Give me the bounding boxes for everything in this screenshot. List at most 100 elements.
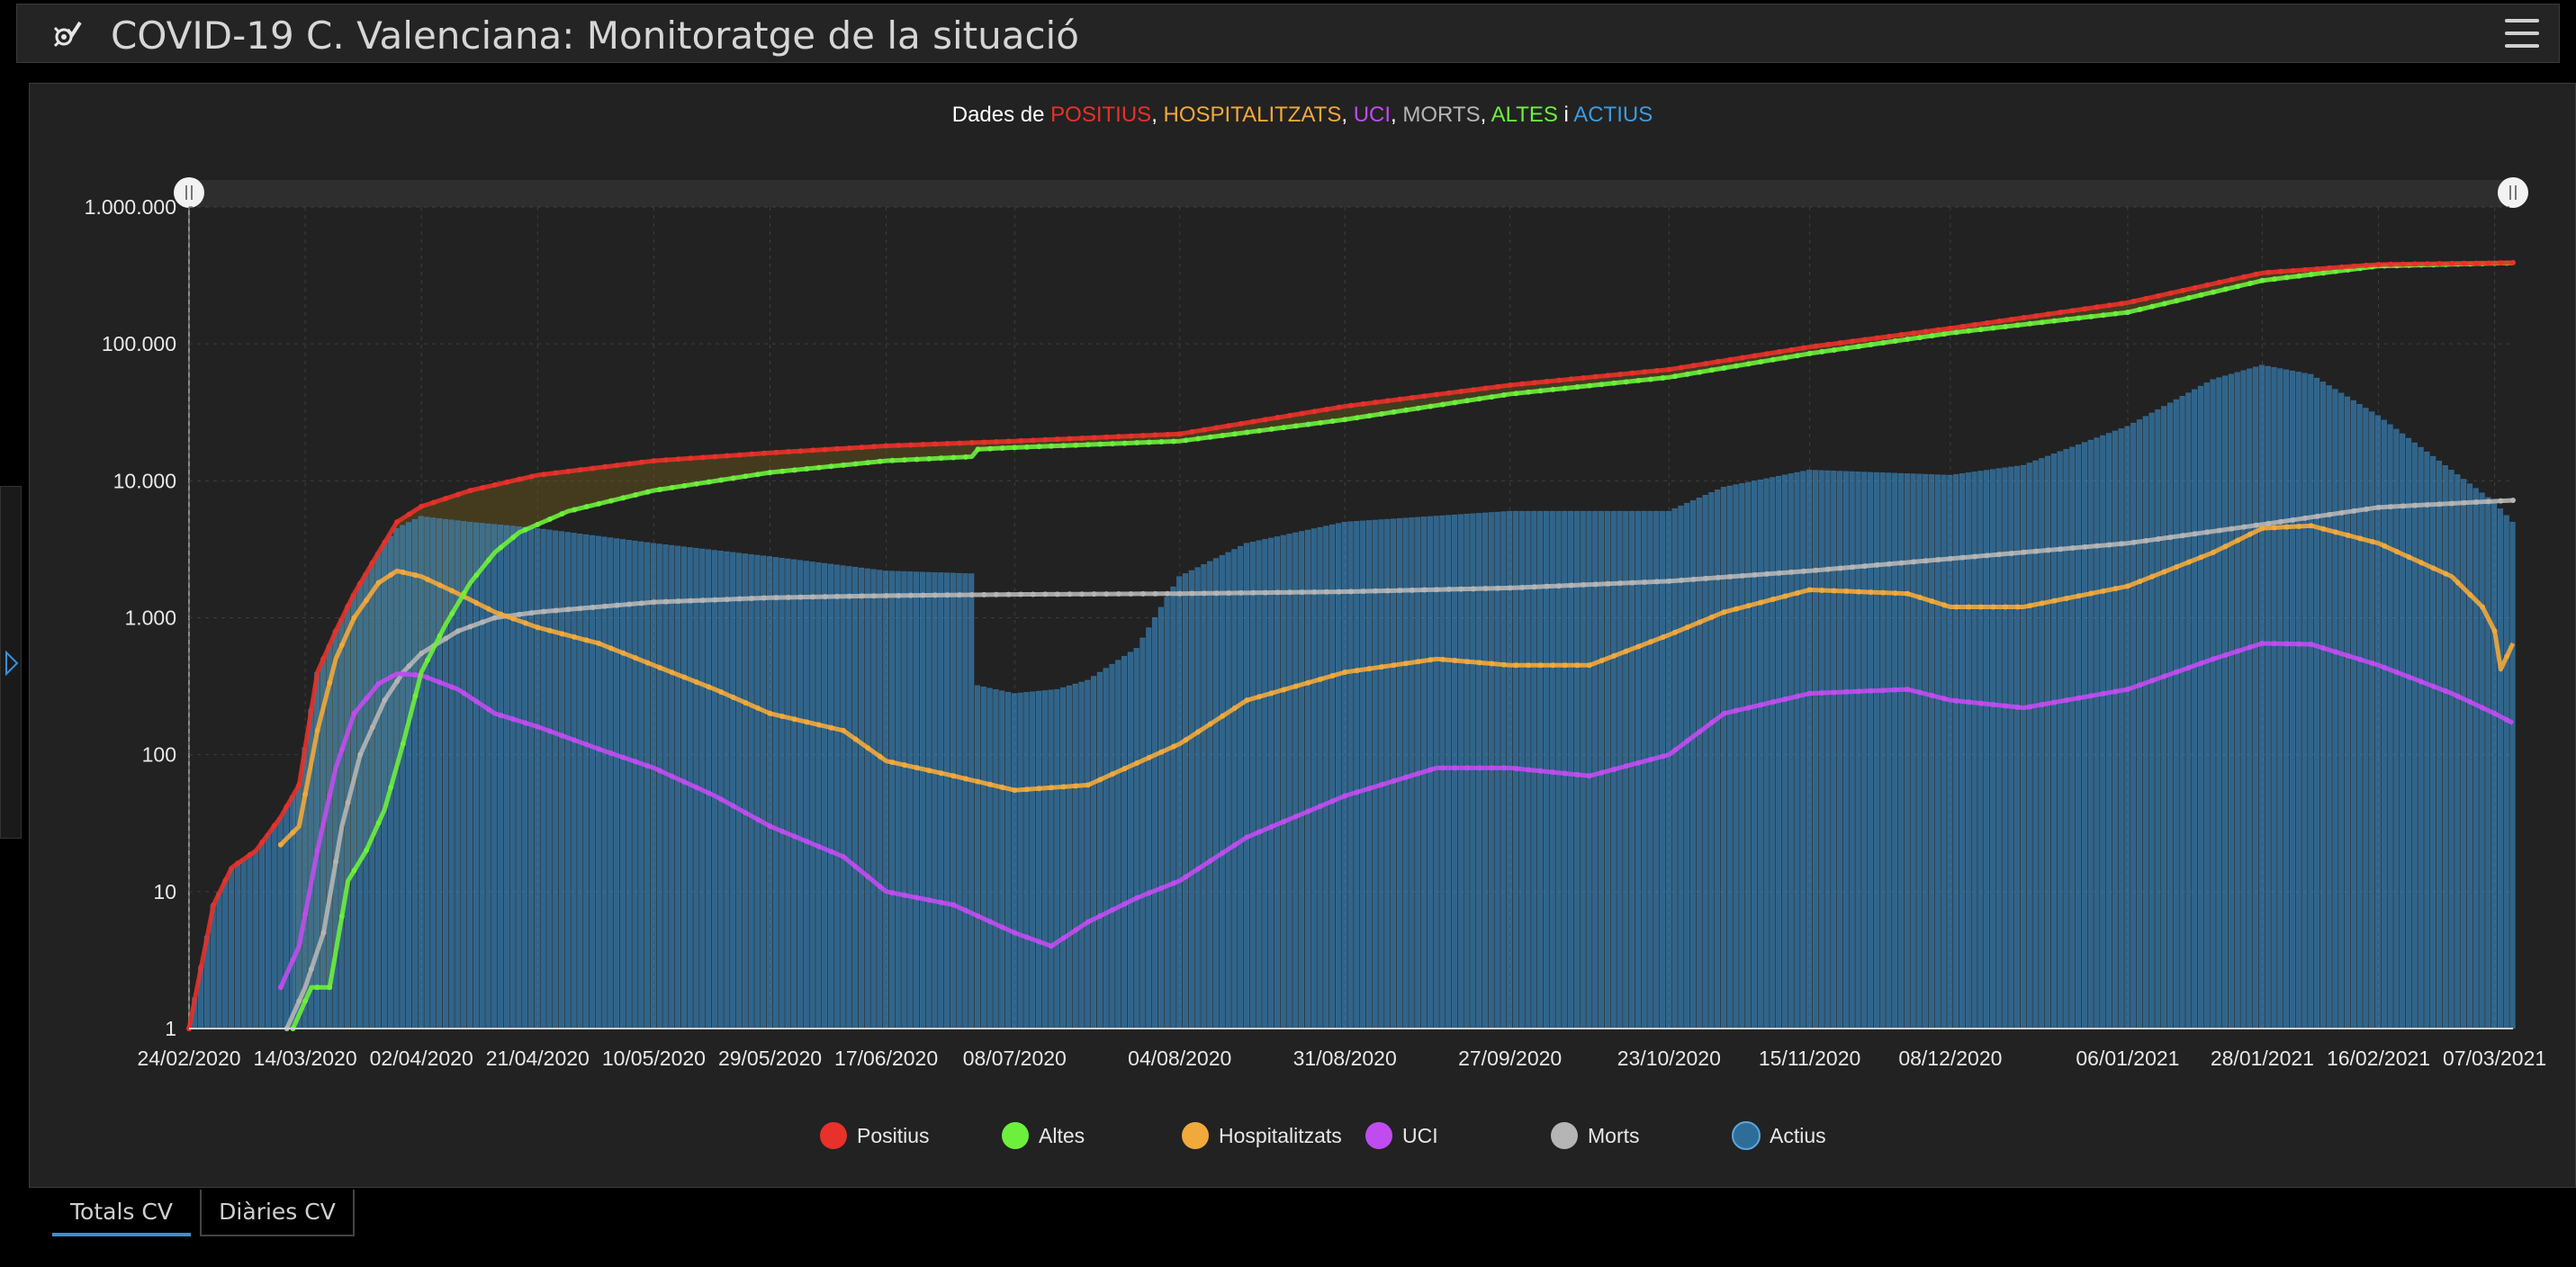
legend-label-altes[interactable]: Altes: [1039, 1124, 1085, 1147]
series-point: [2174, 669, 2180, 675]
legend-label-hospitalitzats[interactable]: Hospitalitzats: [1219, 1124, 1342, 1147]
actius-bar: [247, 854, 253, 1029]
actius-bar: [277, 816, 284, 1029]
actius-bar: [1335, 523, 1342, 1029]
actius-bar: [1188, 570, 1194, 1029]
actius-bar: [2069, 446, 2076, 1029]
series-point: [1941, 696, 1948, 702]
actius-bar: [1096, 671, 1103, 1029]
actius-bar: [1139, 637, 1146, 1029]
series-point: [626, 461, 633, 467]
actius-bar: [1628, 510, 1635, 1029]
series-point: [730, 475, 736, 481]
hamburger-menu-icon[interactable]: [2505, 17, 2539, 49]
series-point: [2021, 549, 2027, 555]
series-point: [901, 892, 907, 898]
series-point: [2461, 260, 2467, 266]
actius-bar: [968, 573, 975, 1029]
series-point: [2106, 302, 2112, 309]
series-point: [699, 454, 706, 461]
series-point: [1727, 573, 1734, 580]
series-point: [553, 607, 559, 614]
series-point: [699, 598, 706, 604]
series-point: [1959, 554, 1966, 561]
series-point: [724, 597, 730, 603]
series-point: [828, 463, 834, 470]
actius-bar: [258, 841, 266, 1029]
series-point: [1311, 589, 1318, 595]
series-point: [2491, 628, 2498, 634]
series-point: [706, 790, 712, 796]
series-point: [1030, 437, 1036, 444]
actius-bar: [1824, 470, 1831, 1029]
series-point: [577, 606, 583, 612]
series-point: [1690, 363, 1697, 369]
tab-totals-cv[interactable]: Totals CV: [52, 1190, 191, 1236]
series-point: [981, 591, 987, 598]
x-tick-label: 06/01/2021: [2076, 1047, 2179, 1070]
series-point: [345, 603, 351, 609]
legend-label-morts[interactable]: Morts: [1588, 1124, 1640, 1147]
series-point: [975, 913, 981, 920]
series-point: [2283, 641, 2290, 647]
series-point: [2320, 645, 2327, 651]
actius-bar: [907, 571, 914, 1029]
series-point: [2198, 660, 2204, 667]
series-point: [2124, 583, 2130, 589]
series-point: [1073, 442, 1079, 448]
series-point: [1262, 589, 1268, 596]
series-point: [1274, 589, 1281, 596]
series-point: [1868, 687, 1874, 694]
series-point: [651, 458, 657, 464]
series-point: [773, 449, 779, 455]
series-point: [614, 602, 620, 608]
y-tick-label: 1.000: [124, 607, 176, 630]
tab-diaries-cv[interactable]: Diàries CV: [200, 1190, 355, 1236]
series-point: [1354, 415, 1360, 421]
series-point: [2185, 664, 2192, 670]
actius-bar: [2387, 424, 2393, 1029]
actius-bar: [724, 551, 730, 1029]
series-point: [2100, 588, 2106, 594]
series-point: [2498, 260, 2504, 266]
series-point: [2137, 579, 2143, 585]
series-point: [2094, 543, 2100, 549]
title-part: ,: [1391, 103, 1402, 127]
actius-bar: [2405, 437, 2412, 1029]
actius-bar: [2265, 365, 2271, 1029]
series-point: [926, 897, 932, 903]
actius-bar: [1928, 474, 1935, 1029]
series-point: [1415, 770, 1421, 777]
series-point: [1060, 935, 1067, 941]
series-point: [932, 592, 938, 598]
actius-bar: [497, 525, 504, 1029]
legend-label-uci[interactable]: UCI: [1402, 1124, 1438, 1147]
actius-bar: [216, 892, 222, 1029]
actius-bar: [1726, 485, 1733, 1029]
side-panel-toggle[interactable]: [0, 486, 22, 839]
series-point: [2100, 312, 2106, 319]
actius-bar: [527, 527, 535, 1029]
series-point: [1684, 371, 1690, 377]
x-tick-label: 08/12/2020: [1898, 1047, 2002, 1070]
actius-bar: [369, 562, 375, 1029]
actius-bar: [986, 687, 993, 1029]
legend-label-actius[interactable]: Actius: [1770, 1124, 1826, 1147]
actius-bar: [2173, 399, 2179, 1029]
series-point: [1158, 438, 1165, 445]
actius-bar: [1855, 472, 1861, 1029]
series-point: [2119, 541, 2125, 547]
series-point: [1049, 785, 1055, 791]
series-point: [480, 484, 486, 490]
actius-bar: [411, 518, 419, 1029]
series-point: [1966, 328, 1972, 334]
series-point: [590, 465, 596, 472]
series-point: [1666, 578, 1672, 584]
actius-bar: [1702, 494, 1708, 1029]
series-point: [2027, 320, 2033, 327]
series-point: [2375, 261, 2382, 267]
series-point: [2198, 292, 2204, 298]
series-point: [1293, 683, 1299, 689]
legend-label-positius[interactable]: Positius: [857, 1124, 930, 1147]
series-point: [1831, 689, 1837, 696]
